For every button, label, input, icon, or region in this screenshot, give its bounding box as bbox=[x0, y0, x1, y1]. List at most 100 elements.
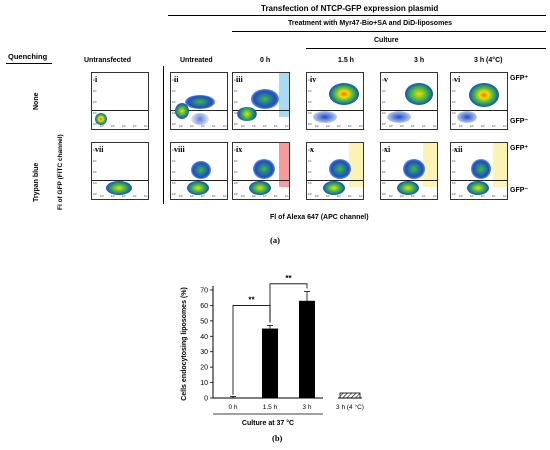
panel-y-tick: 10³ bbox=[234, 171, 238, 174]
panel-x-tick: 10³ bbox=[411, 195, 415, 198]
y-tick-label: 70 bbox=[200, 288, 208, 295]
panel-y-tick: 10⁵ bbox=[93, 149, 97, 152]
bar bbox=[262, 328, 278, 398]
bar-hatched bbox=[339, 392, 361, 399]
panel-y-tick: 10² bbox=[93, 112, 97, 115]
panel-numeral: vii bbox=[95, 145, 104, 154]
y-tick-label: 50 bbox=[200, 318, 208, 325]
panel-y-tick: 10³ bbox=[308, 101, 312, 104]
panel-x-tick: 10⁵ bbox=[285, 195, 289, 198]
panel-x-tick: 10⁰ bbox=[100, 195, 104, 198]
significance-label: ** bbox=[248, 295, 255, 304]
panel-y-tick: 10² bbox=[308, 112, 312, 115]
panel-y-tick: 10² bbox=[172, 182, 176, 185]
panel-y-tick: 10⁰ bbox=[452, 193, 456, 196]
panel-y-tick: 10⁴ bbox=[234, 90, 238, 93]
panel-x-tick: 10⁴ bbox=[348, 125, 352, 128]
panel-y-tick: 10⁴ bbox=[382, 160, 386, 163]
panel-numeral: xii bbox=[454, 145, 463, 154]
panel-numeral: iii bbox=[236, 75, 243, 84]
panel-x-tick: 10⁵ bbox=[503, 125, 507, 128]
panel-y-tick: 10⁵ bbox=[234, 79, 238, 82]
panel-y-tick: 10² bbox=[382, 112, 386, 115]
quenching-label: Quenching bbox=[8, 52, 48, 61]
panel-x-tick: 10⁰ bbox=[179, 195, 183, 198]
panel-x-tick: 10² bbox=[470, 195, 474, 198]
panel-x-tick: 10² bbox=[400, 125, 404, 128]
panel-y-tick: 10² bbox=[382, 182, 386, 185]
panel-x-tick: 10² bbox=[111, 125, 115, 128]
panel-x-tick: 10⁵ bbox=[144, 195, 148, 198]
culture-bracket bbox=[306, 48, 546, 49]
y-tick-label: 30 bbox=[200, 349, 208, 356]
column-divider bbox=[163, 66, 164, 204]
panel-x-tick: 10³ bbox=[201, 125, 205, 128]
panel-x-tick: 10⁵ bbox=[359, 195, 363, 198]
panel-y-tick: 10² bbox=[172, 112, 176, 115]
significance-label: ** bbox=[285, 274, 292, 283]
panel-numeral: viii bbox=[174, 145, 185, 154]
panel-x-tick: 10² bbox=[252, 195, 256, 198]
panel-y-tick: 10⁵ bbox=[382, 149, 386, 152]
x-axis-title: Culture at 37 °C bbox=[242, 419, 294, 427]
panel-x-tick: 10⁴ bbox=[492, 125, 496, 128]
gfp-pos-label-r2: GFP⁺ bbox=[510, 145, 529, 152]
panel-y-tick: 10⁰ bbox=[382, 123, 386, 126]
panel-y-tick: 10⁰ bbox=[93, 193, 97, 196]
panel-x-tick: 10³ bbox=[337, 125, 341, 128]
culture-header: Culture bbox=[374, 37, 399, 44]
panel-x-tick: 10² bbox=[470, 125, 474, 128]
panel-y-tick: 10⁰ bbox=[234, 193, 238, 196]
panel-x-tick: 10⁰ bbox=[315, 195, 319, 198]
panel-viii: viii 10⁰ 10⁰ 10² 10² 10³ 10³ 10⁴ 10⁴ 10⁵ 10⁵ bbox=[170, 142, 228, 200]
col-1-5h: 1.5 h bbox=[338, 57, 354, 64]
significance-bracket bbox=[269, 283, 308, 323]
panel-v: v 10⁰ 10⁰ 10² 10² 10³ 10³ 10⁴ 10⁴ 10⁵ 10⁵ bbox=[380, 72, 438, 130]
panel-y-tick: 10⁵ bbox=[172, 149, 176, 152]
panel-y-tick: 10⁵ bbox=[452, 149, 456, 152]
panel-x-tick: 10³ bbox=[201, 195, 205, 198]
panel-numeral: iv bbox=[310, 75, 317, 84]
panel-x-tick: 10⁰ bbox=[241, 195, 245, 198]
col-3h-4c: 3 h (4°C) bbox=[474, 57, 503, 64]
panel-x-tick: 10⁰ bbox=[100, 125, 104, 128]
treatment-bracket bbox=[232, 31, 546, 32]
y-tick-label: 10 bbox=[200, 380, 208, 387]
panel-iv: iv 10⁰ 10⁰ 10² 10² 10³ 10³ 10⁴ 10⁴ 10⁵ 10⁵ bbox=[306, 72, 364, 130]
bar bbox=[299, 300, 315, 398]
panel-x-tick: 10⁰ bbox=[459, 195, 463, 198]
panel-x-tick: 10³ bbox=[263, 125, 267, 128]
panel-y-tick: 10⁴ bbox=[172, 160, 176, 163]
panel-y-tick: 10⁴ bbox=[382, 90, 386, 93]
panel-y-tick: 10⁰ bbox=[93, 123, 97, 126]
panel-y-tick: 10⁵ bbox=[308, 79, 312, 82]
panel-x-tick: 10⁵ bbox=[433, 195, 437, 198]
y-axis-title: Cells endocytosing liposomes (%) bbox=[181, 287, 188, 401]
panel-y-tick: 10⁰ bbox=[452, 123, 456, 126]
panel-x-tick: 10² bbox=[111, 195, 115, 198]
panel-y-tick: 10⁵ bbox=[452, 79, 456, 82]
caption-a: (a) bbox=[270, 235, 280, 245]
panel-iii: iii 10⁰ 10⁰ 10² 10² 10³ 10³ 10⁴ 10⁴ 10⁵ 10⁵ bbox=[232, 72, 290, 130]
panel-x-tick: 10² bbox=[326, 125, 330, 128]
col-0h: 0 h bbox=[260, 57, 271, 64]
panel-y-tick: 10⁵ bbox=[234, 149, 238, 152]
panel-ix: ix 10⁰ 10⁰ 10² 10² 10³ 10³ 10⁴ 10⁴ 10⁵ 10⁵ bbox=[232, 142, 290, 200]
col-untransfected: Untransfected bbox=[84, 57, 132, 64]
caption-b: (b) bbox=[272, 433, 283, 443]
panel-y-tick: 10⁵ bbox=[308, 149, 312, 152]
panel-y-tick: 10⁵ bbox=[172, 79, 176, 82]
panel-y-tick: 10² bbox=[234, 182, 238, 185]
panel-y-tick: 10³ bbox=[308, 171, 312, 174]
panel-x-tick: 10⁰ bbox=[459, 125, 463, 128]
panel-numeral: vi bbox=[454, 75, 461, 84]
treatment-header: Treatment with Myr47-Bio+SA and DiD-lipo… bbox=[288, 20, 453, 27]
panel-y-tick: 10³ bbox=[172, 101, 176, 104]
panel-x-tick: 10⁵ bbox=[503, 195, 507, 198]
panel-y-tick: 10³ bbox=[452, 101, 456, 104]
panel-x-tick: 10⁴ bbox=[348, 195, 352, 198]
quenching-underline bbox=[6, 63, 52, 64]
panel-y-tick: 10³ bbox=[382, 101, 386, 104]
y-tick-label: 20 bbox=[200, 365, 208, 372]
panel-x-tick: 10⁴ bbox=[274, 195, 278, 198]
